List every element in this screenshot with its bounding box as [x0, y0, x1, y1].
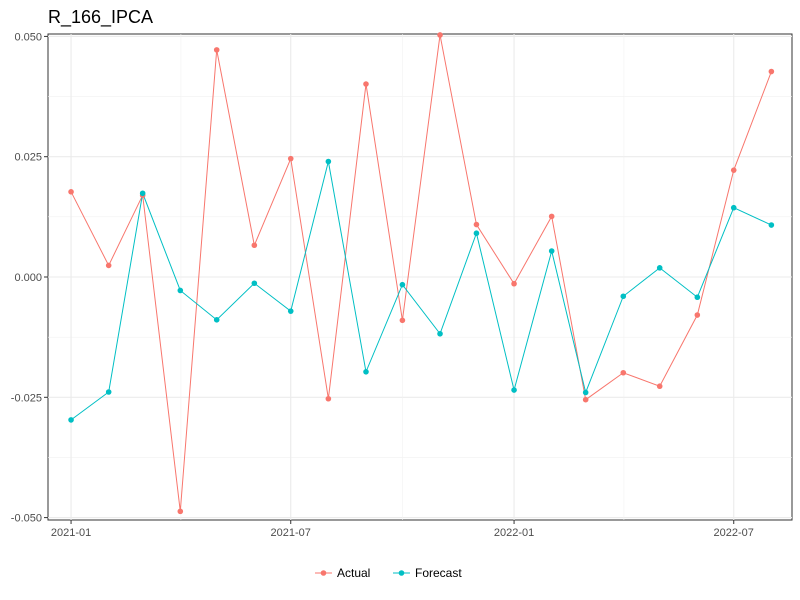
data-point-actual — [730, 167, 737, 173]
data-point-actual — [694, 312, 701, 318]
data-point-actual — [399, 317, 406, 324]
y-tick-label: 0.000 — [14, 272, 42, 284]
y-axis: -0.050 -0.025 0.000 0.025 0.050 — [11, 31, 48, 525]
legend-item-actual: Actual — [315, 566, 370, 580]
data-point-actual — [656, 383, 663, 390]
data-point-forecast — [620, 293, 627, 300]
data-point-actual — [105, 262, 112, 269]
data-point-actual — [325, 395, 332, 402]
data-point-forecast — [139, 190, 146, 197]
data-point-actual — [68, 189, 74, 195]
x-tick-label: 2021-07 — [271, 527, 311, 539]
x-tick-label: 2021-01 — [51, 527, 91, 539]
data-point-actual — [768, 68, 775, 75]
data-point-forecast — [177, 287, 184, 294]
x-tick-label: 2022-07 — [714, 527, 754, 539]
data-point-forecast — [213, 317, 220, 323]
data-point-forecast — [656, 265, 663, 271]
y-tick-label: 0.025 — [14, 152, 42, 164]
series-line-forecast — [70, 161, 772, 421]
series-points — [68, 32, 775, 515]
grid-lines — [48, 34, 792, 520]
data-point-forecast — [325, 158, 332, 165]
data-point-actual — [620, 369, 627, 376]
data-point-actual — [213, 47, 220, 53]
y-tick-label: -0.050 — [11, 513, 42, 525]
data-point-actual — [582, 396, 589, 403]
legend-label: Forecast — [415, 566, 462, 580]
data-point-actual — [177, 508, 184, 515]
data-point-forecast — [768, 222, 775, 228]
x-axis: 2021-01 2021-07 2022-01 2022-07 — [51, 520, 754, 539]
data-point-forecast — [511, 387, 517, 393]
data-point-forecast — [251, 280, 258, 287]
legend-key-point — [398, 570, 405, 576]
data-point-actual — [363, 81, 369, 87]
data-point-actual — [473, 221, 480, 228]
data-point-forecast — [399, 281, 406, 288]
legend-label: Actual — [337, 566, 370, 580]
chart-title: R_166_IPCA — [48, 7, 153, 28]
x-tick-label: 2022-01 — [494, 527, 534, 539]
legend: Actual Forecast — [315, 566, 462, 580]
data-point-actual — [511, 280, 517, 287]
legend-item-forecast: Forecast — [393, 566, 462, 580]
data-point-forecast — [68, 417, 74, 423]
data-point-forecast — [473, 230, 480, 237]
series-line-actual — [70, 34, 772, 512]
data-point-actual — [437, 32, 443, 38]
series-lines — [70, 34, 772, 512]
data-point-forecast — [287, 308, 294, 314]
data-point-forecast — [730, 204, 737, 211]
y-tick-label: 0.050 — [14, 31, 42, 43]
legend-key-point — [320, 570, 327, 576]
data-point-forecast — [582, 389, 589, 396]
data-point-forecast — [437, 330, 443, 337]
data-point-actual — [287, 155, 294, 162]
data-point-forecast — [548, 248, 555, 254]
data-point-actual — [548, 213, 555, 220]
y-tick-label: -0.025 — [11, 392, 42, 404]
data-point-actual — [251, 242, 258, 249]
data-point-forecast — [105, 389, 112, 395]
data-point-forecast — [694, 294, 701, 301]
data-point-forecast — [363, 368, 369, 375]
